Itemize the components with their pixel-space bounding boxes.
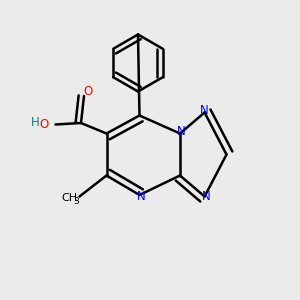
Text: N: N <box>177 125 186 139</box>
Text: CH: CH <box>61 193 77 203</box>
Text: O: O <box>40 118 49 131</box>
Text: 3: 3 <box>74 197 80 206</box>
Text: H: H <box>31 116 40 129</box>
Text: N: N <box>136 190 146 203</box>
Text: O: O <box>84 85 93 98</box>
Text: N: N <box>200 104 209 118</box>
Text: N: N <box>202 190 211 203</box>
